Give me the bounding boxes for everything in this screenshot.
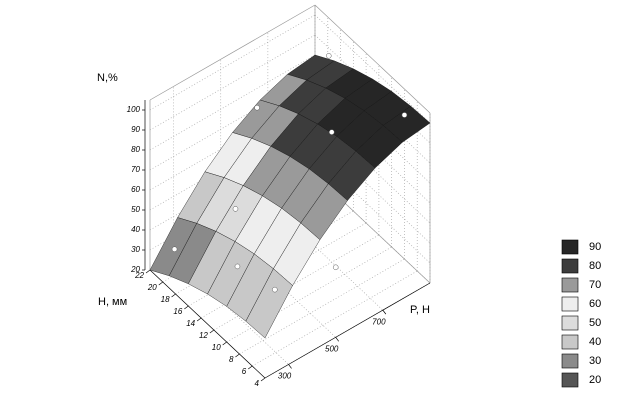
grid-line [314,154,431,264]
z-tick-label: 30 [131,245,140,254]
y-tick-label: 6 [242,367,247,376]
y-tick-label: 4 [255,379,260,388]
tick-mark [145,269,151,274]
data-point [254,104,260,111]
y-tick-label: 18 [161,295,170,304]
legend-swatch [561,239,579,255]
z-tick-label: 50 [131,205,140,214]
data-point [401,112,408,118]
y-tick-label: 10 [212,343,221,352]
tick-mark [288,364,292,369]
z-tick-label: 70 [131,165,140,174]
legend-label: 60 [589,298,601,310]
z-tick-label: 20 [130,265,140,274]
legend-label: 70 [589,279,601,291]
box-edge [149,4,316,101]
y-tick-label: 12 [199,331,208,340]
legend-label: 20 [589,374,601,386]
grid-line [173,256,289,365]
legend-label: 30 [589,355,601,367]
y-tick-label: 20 [147,283,157,292]
tick-mark [196,317,202,322]
data-point [272,286,278,293]
x-tick-label: 500 [325,344,339,353]
data-point [232,206,239,212]
legend-swatch [561,296,579,312]
z-tick-label: 60 [131,185,140,194]
legend-label: 90 [589,241,601,253]
x-tick-label: 700 [372,317,386,326]
data-point [328,129,335,135]
legend-label: 50 [589,317,601,329]
z-tick-label: 40 [131,225,140,234]
legend-label: 40 [589,336,601,348]
data-point [234,263,241,270]
y-tick-label: 8 [229,355,234,364]
z-axis-label: N,% [97,72,118,84]
y-tick-label: 14 [186,319,195,328]
y-axis-label: H, мм [98,296,127,308]
tick-mark [248,365,253,370]
y-tick-label: 22 [134,271,144,280]
tick-mark [184,305,189,310]
grid-line [314,14,431,124]
x-tick-label: 300 [278,372,292,381]
data-point [332,264,339,271]
tick-mark [235,353,240,358]
axis-line [264,282,431,379]
legend-swatch [561,315,579,331]
legend-label: 80 [589,260,601,272]
y-tick-label: 16 [173,307,182,316]
z-tick-label: 80 [131,145,140,154]
legend-swatch [561,277,579,293]
legend-swatch [561,372,579,388]
legend-swatch [561,334,579,350]
x-axis-label: P, Н [410,304,430,316]
data-point [171,246,178,252]
axis-line [149,269,266,379]
grid-line [314,134,431,244]
tick-mark [171,293,176,298]
grid-line [267,201,384,311]
legend-swatch [561,353,579,369]
z-tick-label: 90 [131,125,140,134]
z-tick-label: 100 [127,105,141,114]
tick-mark [158,281,163,286]
box-edge [314,4,431,114]
tick-mark [382,309,387,315]
surface-patch [245,268,293,339]
tick-mark [260,377,266,382]
tick-mark [209,329,215,334]
data-point [326,53,332,59]
tick-mark [222,341,227,346]
tick-mark [335,337,339,342]
legend-swatch [561,258,579,274]
